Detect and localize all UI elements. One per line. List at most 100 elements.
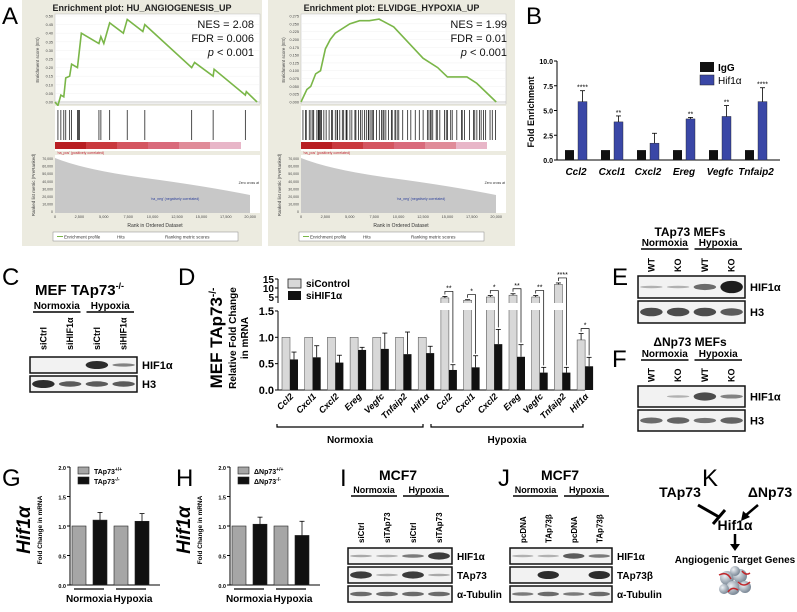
metric-tick: 0	[51, 210, 53, 214]
metric-tick: 10,000	[288, 203, 299, 207]
lane-label: siCtrl	[38, 327, 48, 350]
protein-band	[112, 363, 135, 367]
x-tick: 2,500	[321, 215, 331, 219]
category-label: Ereg	[501, 391, 523, 413]
protein-band	[85, 381, 109, 387]
protein-band	[85, 360, 109, 370]
protein-band	[666, 395, 690, 398]
x-tick: 20,000	[490, 215, 502, 219]
bar-sicontrol	[349, 337, 359, 391]
category-label: Ccl2	[275, 391, 296, 412]
axis-break-gap	[530, 303, 541, 310]
significance-mark: ****	[577, 85, 588, 92]
lane-label: TAp73β	[595, 514, 604, 543]
rank-color-band	[86, 142, 117, 149]
lane-label: WT	[700, 258, 710, 272]
blot-strip	[347, 585, 453, 603]
blot-label: α-Tubulin	[457, 590, 502, 601]
es-plot-area	[300, 13, 507, 105]
es-tick: 0.200	[289, 38, 299, 42]
axis-break-gap	[439, 303, 450, 310]
normoxia-bracket	[276, 424, 424, 428]
protein-band	[640, 307, 663, 317]
es-tick: 0.40	[46, 32, 53, 36]
es-tick: 0.25	[46, 58, 53, 62]
metric-tick: 50,000	[42, 172, 53, 176]
bar-sicontrol	[395, 337, 404, 391]
k-targets: Angiogenic Target Genes	[675, 555, 796, 566]
es-tick: 0.45	[46, 23, 53, 27]
activation-arrow	[744, 504, 759, 517]
bar-igg	[709, 150, 718, 160]
bar-igg	[565, 150, 574, 160]
lane-label: siCtrl	[92, 327, 102, 350]
panel-label-k: K	[702, 465, 718, 492]
significance-mark: **	[537, 285, 543, 292]
bar-hif1a	[649, 142, 660, 161]
panel-label-h: H	[176, 465, 193, 492]
bar-igg	[673, 150, 682, 160]
significance-mark: ****	[757, 82, 768, 89]
protein-band	[428, 591, 450, 597]
c-title: MEF TAp73-/-	[35, 281, 124, 299]
category-label: Vegfc	[707, 167, 734, 178]
es-axis-label: Enrichment score (ES)	[35, 37, 40, 83]
metric-tick: 10,000	[42, 203, 53, 207]
y-tick-label: 1.0	[259, 332, 274, 344]
lane-label: KO	[727, 259, 737, 273]
protein-band	[512, 592, 534, 596]
legend-genotype: -/-	[115, 477, 120, 483]
panel-label-f: F	[612, 346, 627, 373]
lane-label: siTAp73	[435, 512, 444, 543]
legend-profile: Enrichment profile	[310, 235, 347, 240]
bar-wildtype	[273, 525, 289, 586]
blot-label: HIF1α	[142, 360, 173, 372]
protein-band	[376, 591, 398, 597]
category-label: Hif1α	[409, 391, 432, 414]
gsea-title: Enrichment plot: ELVIDGE_HYPOXIA_UP	[304, 3, 480, 13]
bar-igg	[745, 150, 754, 160]
legend-profile: Enrichment profile	[64, 235, 101, 240]
legend-entry: TAp73+/+	[94, 467, 122, 476]
bar-sihif1a	[380, 348, 389, 390]
panel-label-c: C	[2, 264, 19, 291]
bar-sicontrol	[531, 296, 540, 391]
bar-sihif1a	[517, 356, 525, 390]
metric-axis-label: Ranked list metric (PreRanked)	[31, 153, 36, 216]
es-tick: 0.025	[289, 93, 299, 97]
protein-band	[402, 591, 424, 597]
x-tick: 10,000	[393, 215, 405, 219]
legend-genotype: -/-	[276, 477, 281, 483]
condition-label: Normoxia	[353, 485, 396, 495]
metric-tick: 70,000	[288, 157, 299, 161]
x-axis-label: Rank in Ordered Dataset	[373, 223, 429, 229]
blot-label: H3	[750, 307, 764, 319]
protein-band	[720, 394, 743, 399]
y-tick-label: 0.5	[259, 359, 274, 371]
protein-band	[376, 573, 398, 577]
condition-label: Normoxia	[642, 238, 689, 249]
blot-label: TAp73β	[617, 571, 653, 582]
significance-bracket	[512, 288, 522, 343]
category-label: Cxcl1	[294, 391, 318, 415]
ylabel-fold-change: Fold Change in mRNA	[37, 495, 44, 564]
lane-label: KO	[673, 259, 683, 273]
es-tick: 0.050	[289, 85, 299, 89]
ylabel-fold-change: Fold Change in mRNA	[197, 495, 204, 564]
bar-sihif1a	[358, 349, 367, 390]
bar-sicontrol	[304, 337, 313, 391]
es-tick: 0.075	[289, 77, 299, 81]
bar-knockout	[92, 519, 108, 586]
ylabel-hif1a: Hif1α	[174, 505, 195, 554]
protein-band	[720, 280, 743, 294]
k-tap73: TAp73	[659, 484, 701, 500]
y-tick-label: 2.0	[218, 466, 226, 472]
legend-swatch-igg	[700, 62, 714, 72]
significance-bracket	[558, 277, 567, 366]
es-tick: 0.35	[46, 40, 53, 44]
y-tick-label: 1.0	[58, 525, 66, 531]
inhibition-bar	[711, 509, 727, 525]
significance-mark: **	[446, 285, 452, 292]
y-tick-label: 2.5	[543, 133, 553, 140]
legend-swatch	[237, 466, 250, 475]
